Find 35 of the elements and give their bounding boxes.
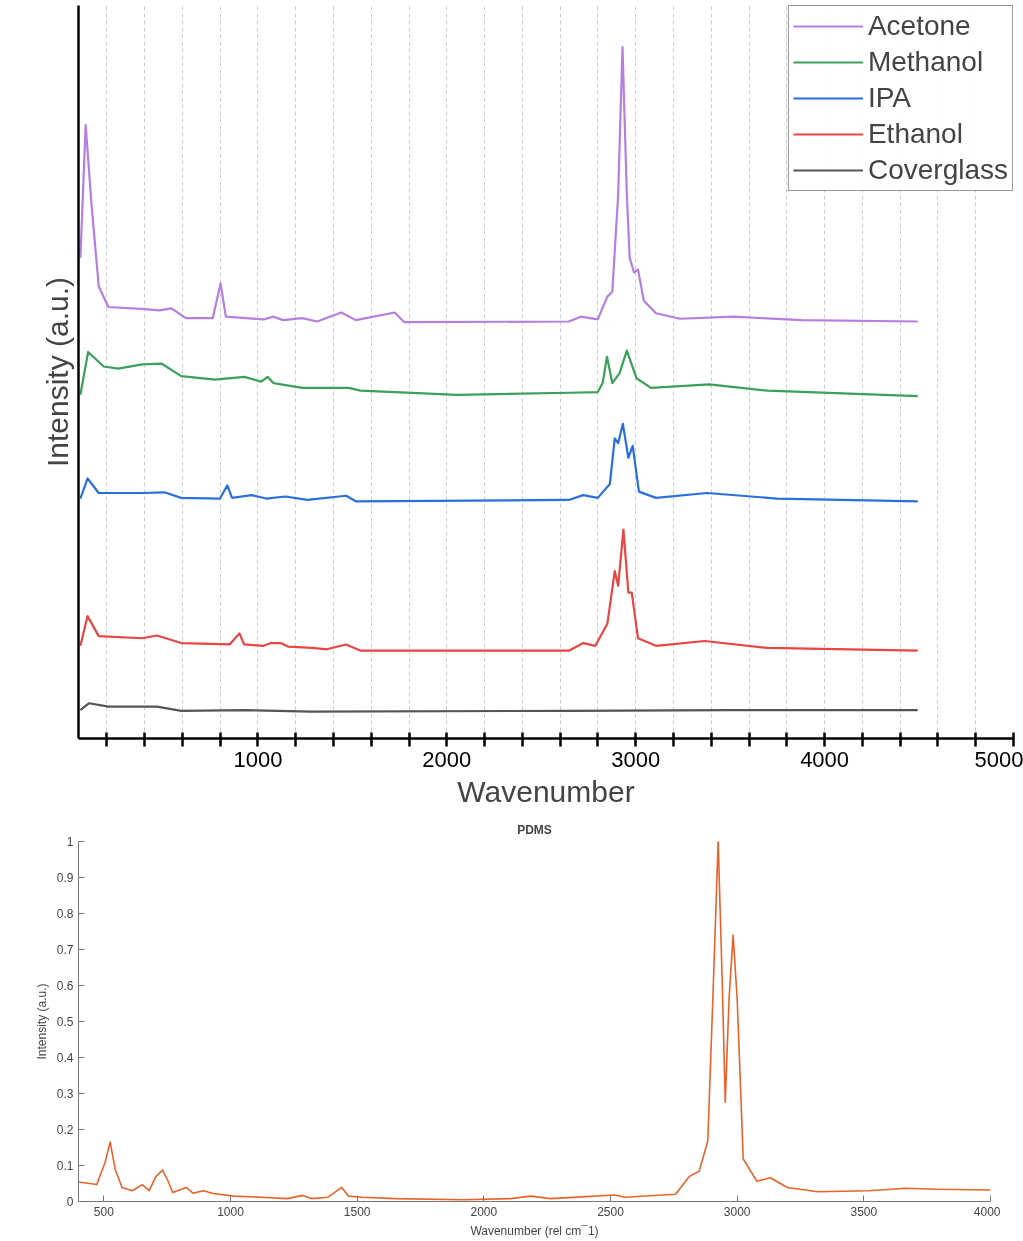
x-axis-title: Wavenumber (rel cm¯1) xyxy=(470,1223,599,1238)
x-tick-label: 4000 xyxy=(800,746,850,772)
y-tick-label: 0.1 xyxy=(56,1159,74,1173)
x-tick-label: 2000 xyxy=(422,746,472,772)
x-tick-label: 2500 xyxy=(597,1204,625,1219)
x-tick-label: 1500 xyxy=(343,1204,371,1219)
y-axis-title: Intensity (a.u.) xyxy=(34,983,49,1060)
legend-label: Methanol xyxy=(867,46,984,78)
x-tick-label: 5000 xyxy=(974,746,1023,772)
y-tick-label: 0.9 xyxy=(56,871,74,885)
y-tick-label: 0.8 xyxy=(56,907,74,921)
x-tick-label: 500 xyxy=(93,1204,115,1219)
y-tick-label: 0.4 xyxy=(56,1051,74,1065)
legend-label: Coverglass xyxy=(867,154,1008,186)
chart-title: PDMS xyxy=(517,822,552,837)
x-axis-title: Wavenumber xyxy=(457,774,635,808)
y-tick-label: 0.7 xyxy=(56,943,74,957)
y-tick-label: 0.5 xyxy=(56,1015,74,1029)
x-tick-label: 3000 xyxy=(723,1204,751,1219)
x-tick-label: 1000 xyxy=(217,1204,245,1219)
x-tick-label: 3500 xyxy=(850,1204,878,1219)
x-tick-label: 4000 xyxy=(973,1204,1001,1219)
legend-label: Ethanol xyxy=(867,118,963,150)
y-tick-label: 0.6 xyxy=(56,979,74,993)
x-tick-label: 1000 xyxy=(233,746,283,772)
legend-label: IPA xyxy=(867,82,911,114)
y-tick-label: 0.3 xyxy=(56,1087,74,1101)
line-series xyxy=(78,841,991,1201)
y-tick-label: 0.2 xyxy=(56,1123,74,1137)
x-tick-label: 3000 xyxy=(611,746,661,772)
y-tick-label: 1 xyxy=(66,835,74,849)
y-axis-title: Intensity (a.u.) xyxy=(40,276,74,468)
x-tick-label: 2000 xyxy=(470,1204,498,1219)
legend-label: Acetone xyxy=(867,10,971,42)
y-tick-label: 0 xyxy=(66,1195,74,1209)
